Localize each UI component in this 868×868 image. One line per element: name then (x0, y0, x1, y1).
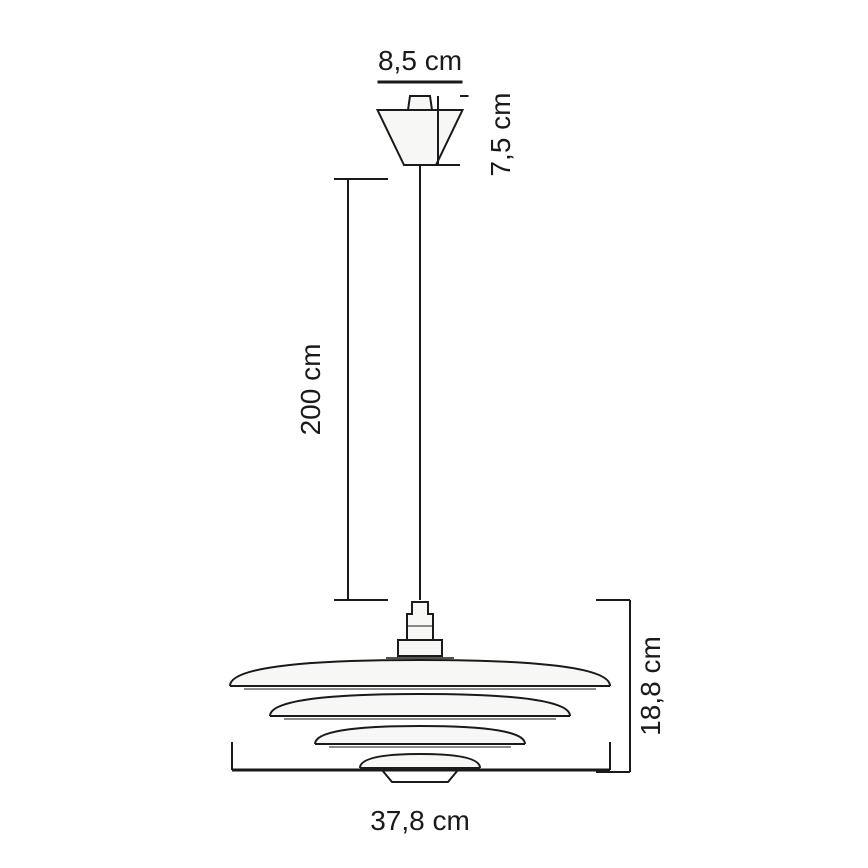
dim-lamp-height: 18,8 cm (635, 636, 666, 736)
dim-lamp-width: 37,8 cm (370, 805, 470, 836)
canopy-neck (408, 96, 432, 110)
shade-3 (360, 754, 480, 768)
shade-2 (315, 726, 525, 744)
lamp-opening (382, 770, 458, 782)
canopy-body (378, 110, 463, 165)
shade-0 (230, 660, 610, 686)
dim-canopy-width: 8,5 cm (378, 45, 462, 76)
pendant-lamp-dimensions: 8,5 cm 7,5 cm 200 cm 37,8 cm 18,8 cm (0, 0, 868, 868)
dim-cord-length: 200 cm (295, 344, 326, 436)
dim-canopy-height: 7,5 cm (485, 92, 516, 176)
lamp-hub (398, 640, 442, 656)
shade-1 (270, 694, 570, 716)
